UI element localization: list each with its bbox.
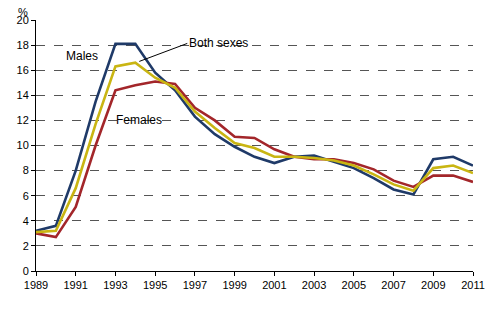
svg-text:2009: 2009 [421, 279, 445, 291]
svg-text:2: 2 [23, 240, 29, 252]
svg-text:16: 16 [17, 64, 29, 76]
svg-text:%: % [18, 6, 28, 18]
svg-text:12: 12 [17, 114, 29, 126]
svg-text:1997: 1997 [183, 279, 207, 291]
svg-text:20: 20 [17, 14, 29, 26]
svg-text:10: 10 [17, 139, 29, 151]
svg-text:2011: 2011 [461, 279, 485, 291]
svg-text:2005: 2005 [342, 279, 366, 291]
svg-text:2001: 2001 [262, 279, 286, 291]
svg-text:1991: 1991 [63, 279, 87, 291]
svg-text:4: 4 [23, 215, 29, 227]
svg-text:6: 6 [23, 190, 29, 202]
svg-text:Females: Females [116, 113, 162, 127]
svg-text:2003: 2003 [302, 279, 326, 291]
svg-text:1995: 1995 [143, 279, 167, 291]
svg-text:8: 8 [23, 164, 29, 176]
svg-text:18: 18 [17, 39, 29, 51]
svg-text:1999: 1999 [222, 279, 246, 291]
svg-text:2007: 2007 [381, 279, 405, 291]
svg-text:14: 14 [17, 89, 29, 101]
svg-text:0: 0 [23, 265, 29, 277]
svg-text:Both sexes: Both sexes [189, 36, 248, 50]
svg-text:1989: 1989 [24, 279, 48, 291]
svg-text:1993: 1993 [103, 279, 127, 291]
svg-text:Males: Males [66, 49, 98, 63]
